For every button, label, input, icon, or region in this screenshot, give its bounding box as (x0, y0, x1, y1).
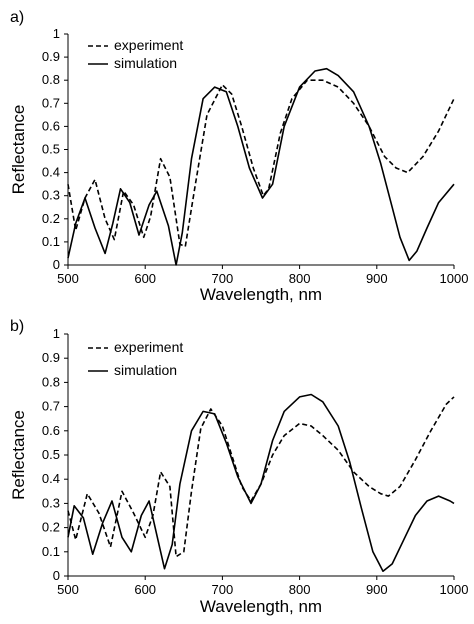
y-tick-label: 0.3 (42, 495, 60, 510)
y-tick-label: 0.4 (42, 471, 60, 486)
legend-label-experiment: experiment (114, 339, 183, 355)
legend-label-simulation: simulation (114, 362, 177, 378)
x-tick-label: 600 (134, 271, 156, 286)
x-axis-title: Wavelength, nm (200, 597, 322, 616)
series-line-simulation (67, 393, 455, 572)
series-line-simulation (67, 67, 455, 266)
legend-label-simulation: simulation (114, 55, 177, 71)
x-tick-label: 1000 (440, 271, 469, 286)
chart-panel-a: a) 0 0.1 0.2 0.3 0.4 0.5 0.6 0.7 0.8 0.9 1 500 600 700… (9, 9, 468, 304)
x-tick-label: 800 (289, 271, 311, 286)
y-tick-label: 0.2 (42, 520, 60, 535)
y-tick-label: 0.2 (42, 211, 60, 226)
y-tick-label: 0.5 (42, 142, 60, 157)
x-tick-label: 700 (212, 271, 234, 286)
chart-panel-b: b) 0 0.1 0.2 0.3 0.4 0.5 0.6 0.7 0.8 0.9 1 500 600 700… (9, 318, 468, 616)
y-tick-label: 0.9 (42, 49, 60, 64)
y-tick-label: 0.8 (42, 374, 60, 389)
y-tick-label: 0.7 (42, 399, 60, 414)
x-tick-label: 500 (57, 582, 79, 597)
x-tick-label: 900 (366, 582, 388, 597)
y-tick-label: 0.8 (42, 72, 60, 87)
y-tick-label: 0.9 (42, 350, 60, 365)
x-tick-label: 500 (57, 271, 79, 286)
y-axis-title: Reflectance (9, 105, 28, 195)
x-tick-label: 700 (212, 582, 234, 597)
panel-label: b) (10, 318, 24, 335)
y-tick-label: 0.7 (42, 95, 60, 110)
y-tick-label: 0 (53, 568, 60, 583)
x-tick-label: 1000 (440, 582, 469, 597)
x-tick-label: 800 (289, 582, 311, 597)
y-tick-label: 0.6 (42, 423, 60, 438)
y-tick-label: 0.1 (42, 234, 60, 249)
y-tick-label: 1 (53, 26, 60, 41)
legend-label-experiment: experiment (114, 37, 183, 53)
y-tick-label: 0.3 (42, 188, 60, 203)
y-tick-label: 0.4 (42, 165, 60, 180)
y-axis-title: Reflectance (9, 410, 28, 500)
y-tick-label: 0.5 (42, 447, 60, 462)
y-tick-label: 0.1 (42, 544, 60, 559)
x-axis-title: Wavelength, nm (200, 285, 322, 304)
x-tick-label: 900 (366, 271, 388, 286)
y-tick-label: 0.6 (42, 118, 60, 133)
panel-label: a) (10, 9, 24, 26)
y-tick-label: 1 (53, 326, 60, 341)
x-tick-label: 600 (134, 582, 156, 597)
y-tick-label: 0 (53, 257, 60, 272)
series-line-experiment (67, 396, 455, 558)
series-line-experiment (67, 79, 455, 248)
